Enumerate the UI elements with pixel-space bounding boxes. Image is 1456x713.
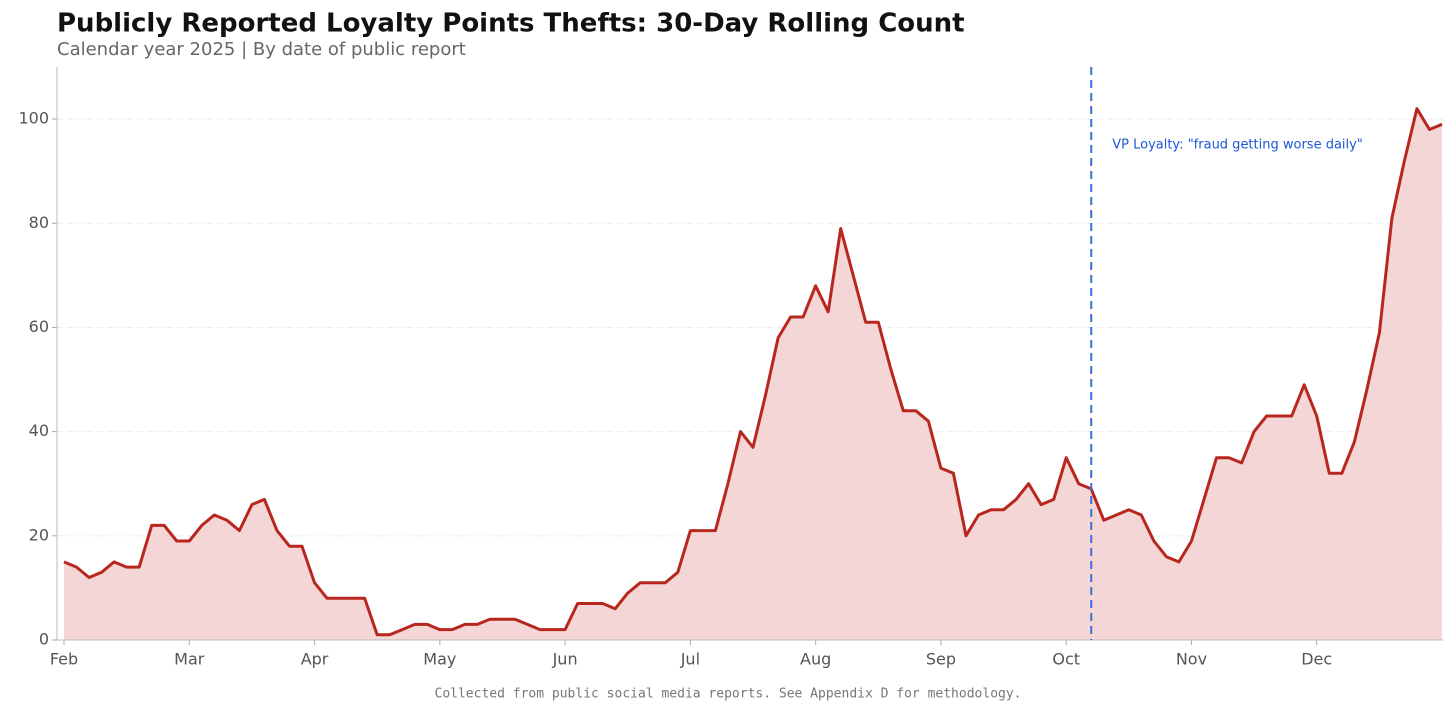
footnote: Collected from public social media repor… bbox=[435, 687, 1022, 702]
y-tick-label: 80 bbox=[29, 213, 49, 232]
annotation: VP Loyalty: "fraud getting worse daily" bbox=[1112, 138, 1363, 153]
x-tick-label: Feb bbox=[50, 650, 78, 669]
y-tick-label: 60 bbox=[29, 317, 49, 336]
chart-title: Publicly Reported Loyalty Points Thefts:… bbox=[57, 9, 965, 39]
x-tick-label: Aug bbox=[800, 650, 831, 669]
x-tick-label: Nov bbox=[1176, 650, 1207, 669]
x-tick-label: Sep bbox=[926, 650, 956, 669]
area bbox=[64, 108, 1442, 640]
chart-subtitle: Calendar year 2025 | By date of public r… bbox=[57, 39, 466, 60]
x-tick-label: May bbox=[423, 650, 456, 669]
y-tick-label: 20 bbox=[29, 525, 49, 544]
x-tick-label: Oct bbox=[1052, 650, 1080, 669]
y-tick-label: 100 bbox=[18, 109, 49, 128]
line bbox=[63, 107, 1443, 637]
x-tick-label: Dec bbox=[1301, 650, 1332, 669]
y-tick-label: 0 bbox=[39, 630, 49, 649]
x-tick-label: Mar bbox=[174, 650, 205, 669]
x-tick-label: Jun bbox=[552, 650, 578, 669]
y-tick-label: 40 bbox=[29, 421, 49, 440]
x-tick-label: Apr bbox=[301, 650, 329, 669]
x-tick-label: Jul bbox=[680, 650, 700, 669]
